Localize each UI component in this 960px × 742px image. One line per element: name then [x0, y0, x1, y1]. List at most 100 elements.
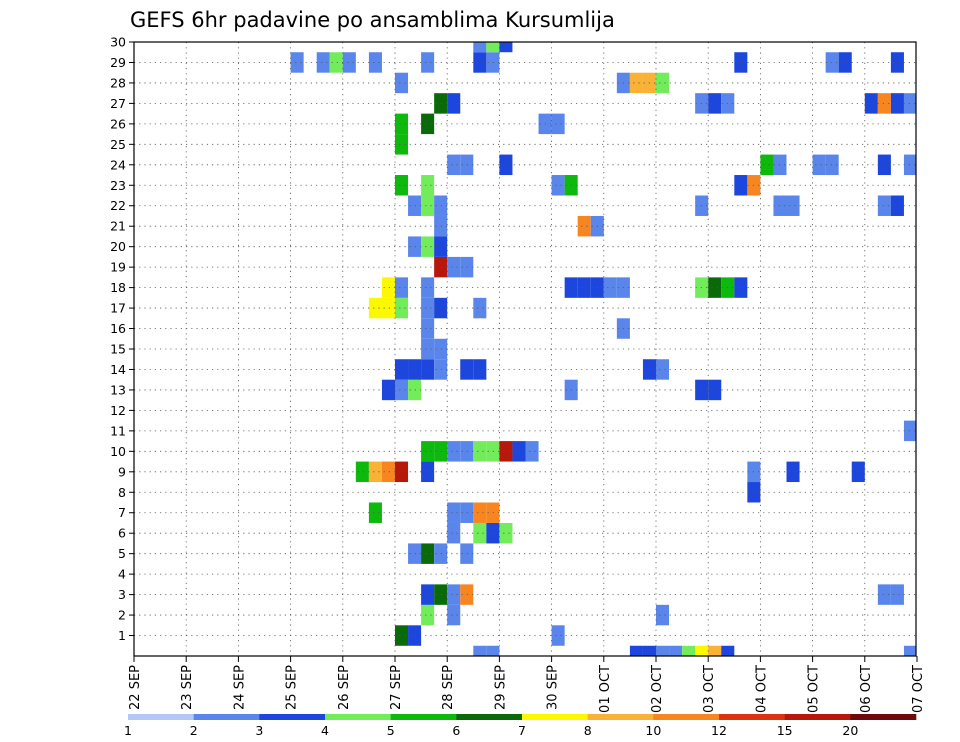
x-tick-label: 01 OCT: [598, 665, 613, 713]
y-tick-label: 21: [110, 219, 126, 234]
colorbar-swatch: [850, 714, 917, 720]
heatmap-cell: [421, 175, 435, 196]
y-tick-label: 18: [110, 280, 126, 295]
heatmap-cell: [421, 297, 435, 319]
heatmap-cell: [395, 461, 409, 483]
heatmap-cell: [421, 338, 435, 360]
x-tick-label: 28 SEP: [441, 665, 456, 710]
heatmap-cell: [342, 52, 356, 73]
y-tick-label: 24: [110, 157, 126, 172]
heatmap-cell: [408, 236, 422, 257]
heatmap-cell: [421, 359, 435, 380]
gridlines: [134, 42, 916, 656]
heatmap-cell: [434, 297, 448, 319]
heatmap-cell: [656, 359, 670, 380]
heatmap-cell: [812, 154, 826, 176]
colorbar-label: 20: [842, 723, 858, 738]
y-tick-label: 27: [110, 96, 126, 111]
heatmap-cell: [695, 645, 709, 656]
heatmap-cell: [551, 625, 565, 646]
x-tick-label: 07 OCT: [911, 665, 926, 713]
heatmap-cell: [421, 584, 435, 605]
x-tick-label: 23 SEP: [180, 665, 195, 710]
heatmap-cell: [760, 154, 774, 176]
colorbar-swatch: [193, 714, 260, 720]
x-tick-label: 04 OCT: [754, 665, 769, 713]
heatmap-cell: [434, 215, 448, 237]
colorbar-swatch: [784, 714, 851, 720]
heatmap-cell: [447, 522, 461, 544]
heatmap-cell: [395, 625, 409, 646]
heatmap-cell: [395, 379, 409, 401]
heatmap-cells: [290, 42, 916, 656]
heatmap-cell: [877, 93, 891, 114]
y-tick-label: 2: [118, 608, 126, 623]
heatmap-cell: [603, 277, 617, 298]
heatmap-cell: [395, 359, 409, 380]
heatmap-cell: [877, 195, 891, 216]
heatmap-cell: [669, 645, 683, 656]
heatmap-cell: [421, 543, 435, 564]
heatmap-cell: [434, 256, 448, 278]
heatmap-cell: [434, 195, 448, 216]
x-tick-label: 29 SEP: [493, 665, 508, 710]
heatmap-cell: [708, 379, 722, 401]
heatmap-cell: [434, 584, 448, 605]
y-tick-label: 13: [110, 382, 126, 397]
heatmap-cell: [460, 359, 474, 380]
heatmap-cell: [408, 379, 422, 401]
heatmap-cell: [460, 256, 474, 278]
heatmap-cell: [629, 645, 643, 656]
heatmap-cell: [421, 195, 435, 216]
heatmap-cell: [460, 543, 474, 564]
heatmap-cell: [434, 236, 448, 257]
heatmap-cell: [421, 52, 435, 73]
heatmap-cell: [434, 338, 448, 360]
heatmap-cell: [473, 645, 487, 656]
colorbar: 1 2 3 4 5 6 7 8 10 12 15 20: [124, 714, 917, 738]
x-tick-label: 05 OCT: [807, 665, 822, 713]
heatmap-cell: [473, 52, 487, 73]
heatmap-cell: [877, 584, 891, 605]
x-axis: 22 SEP 23 SEP 24 SEP 25 SEP 26 SEP 27 SEP 28 S…: [128, 656, 926, 713]
y-tick-label: 3: [118, 587, 126, 602]
y-tick-label: 26: [110, 116, 126, 131]
x-tick-label: 24 SEP: [232, 665, 247, 710]
heatmap-cell: [682, 645, 696, 656]
y-tick-label: 1: [118, 628, 126, 643]
heatmap-cell: [368, 52, 382, 73]
y-tick-label: 12: [110, 403, 126, 418]
heatmap-cell: [825, 154, 839, 176]
x-tick-label: 27 SEP: [389, 665, 404, 710]
y-tick-label: 20: [110, 239, 126, 254]
y-tick-label: 10: [110, 444, 126, 459]
heatmap-cell: [408, 359, 422, 380]
heatmap-cell: [708, 277, 722, 298]
heatmap-cell: [499, 441, 513, 462]
heatmap-cell: [656, 645, 670, 656]
y-tick-label: 23: [110, 178, 126, 193]
heatmap-cell: [434, 359, 448, 380]
heatmap-cell: [421, 236, 435, 257]
heatmap-cell: [499, 154, 513, 176]
heatmap-cell: [786, 461, 800, 483]
y-tick-label: 22: [110, 198, 126, 213]
heatmap-cell: [786, 195, 800, 216]
y-tick-label: 19: [110, 260, 126, 275]
heatmap-cell: [551, 113, 565, 135]
colorbar-label: 10: [645, 723, 661, 738]
heatmap-cell: [395, 113, 409, 135]
colorbar-label: 15: [777, 723, 793, 738]
heatmap-cell: [656, 72, 670, 94]
heatmap-cell: [381, 379, 395, 401]
y-tick-label: 11: [110, 423, 126, 438]
heatmap-cell: [473, 522, 487, 544]
colorbar-swatch: [719, 714, 785, 720]
colorbar-label: 5: [387, 723, 395, 738]
heatmap-cell: [721, 645, 735, 656]
heatmap-cell: [290, 52, 304, 73]
heatmap-cell: [734, 175, 748, 196]
colorbar-label: 1: [124, 723, 132, 738]
colorbar-swatch: [587, 714, 654, 720]
heatmap-cell: [447, 256, 461, 278]
